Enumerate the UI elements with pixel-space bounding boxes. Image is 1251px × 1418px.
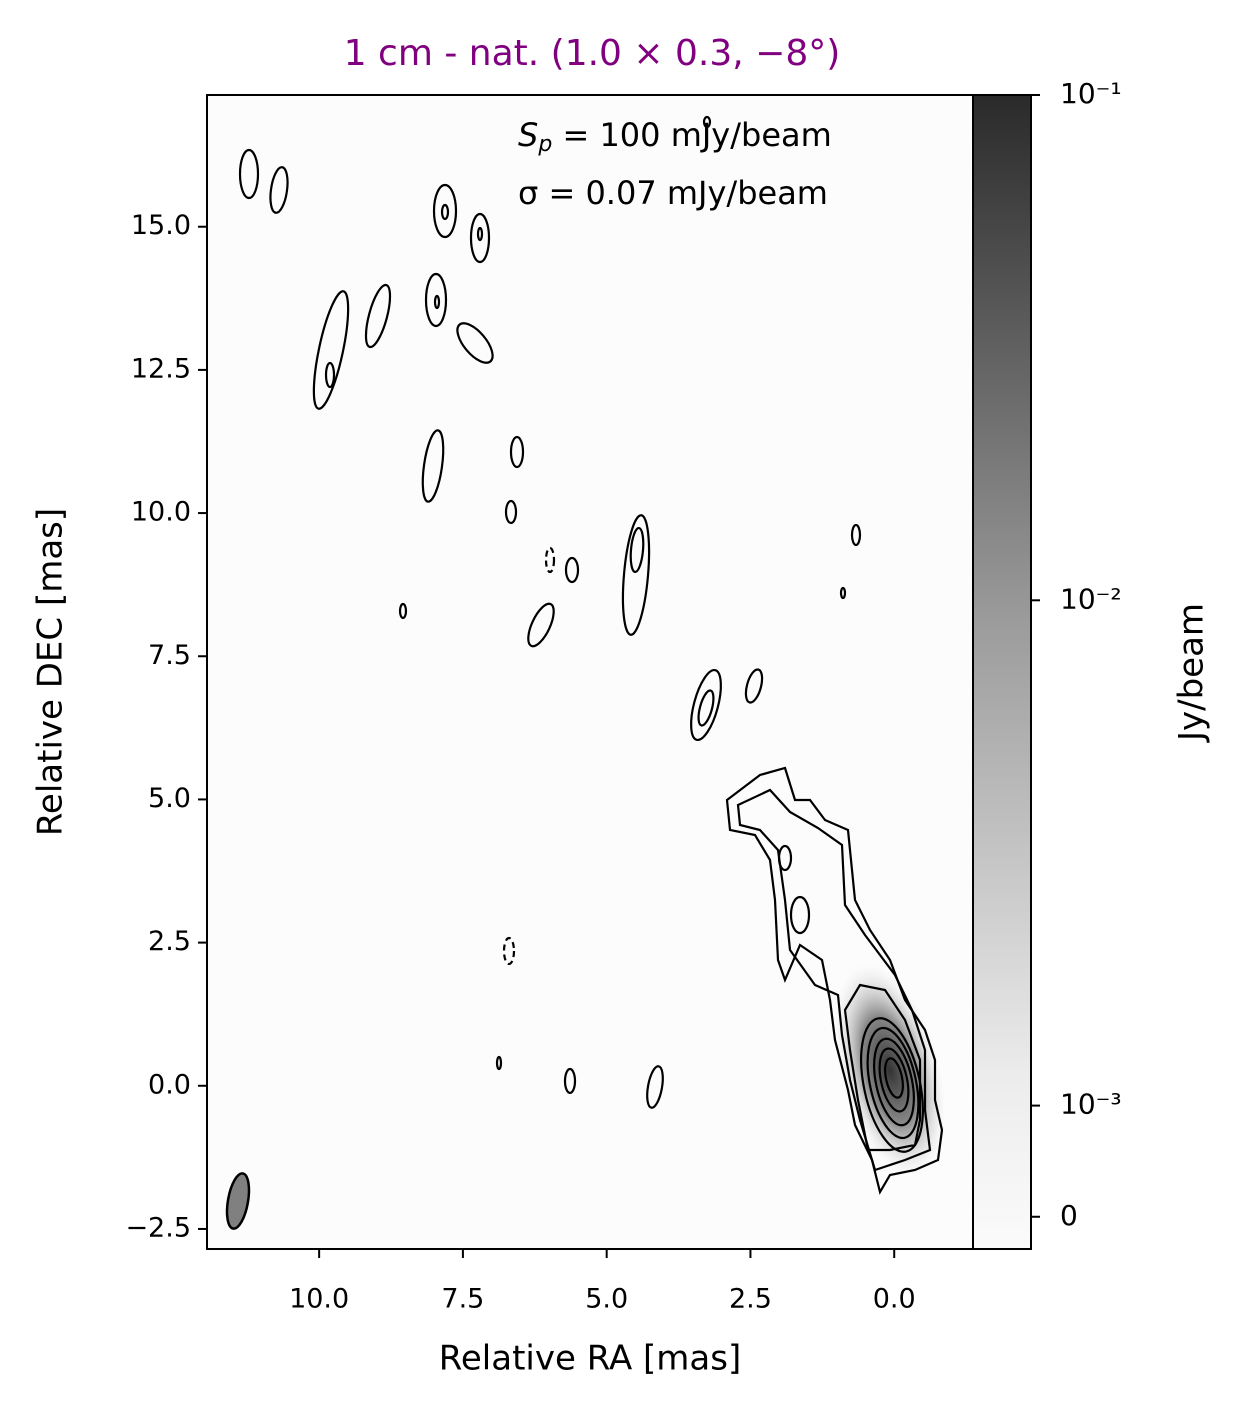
y-tick-label: 2.5 xyxy=(148,926,191,957)
y-tick-label: 5.0 xyxy=(148,783,191,814)
colorbar-tick-label: 10⁻³ xyxy=(1060,1088,1122,1121)
chart-title: 1 cm - nat. (1.0 × 0.3, −8°) xyxy=(344,33,841,74)
y-axis-label: Relative DEC [mas] xyxy=(31,508,71,836)
x-axis-label: Relative RA [mas] xyxy=(439,1339,741,1379)
colorbar-tick-label: 10⁻² xyxy=(1060,582,1122,615)
colorbar xyxy=(972,94,1032,1250)
annotation: Sp = 100 mJy/beam xyxy=(518,116,832,157)
y-tick-label: 0.0 xyxy=(148,1069,191,1100)
x-tick-label: 2.5 xyxy=(729,1284,772,1315)
colorbar-tick-label: 10⁻¹ xyxy=(1060,77,1122,110)
annotation: σ = 0.07 mJy/beam xyxy=(518,174,828,212)
x-tick-label: 7.5 xyxy=(441,1284,484,1315)
x-tick-label: 0.0 xyxy=(873,1284,916,1315)
annotation-text: = 100 mJy/beam xyxy=(552,116,832,154)
annotation-symbol: S xyxy=(518,116,538,154)
beam xyxy=(225,1172,251,1230)
y-tick-label: 15.0 xyxy=(131,210,191,241)
contours xyxy=(238,115,947,1195)
y-tick-label: 7.5 xyxy=(148,640,191,671)
x-tick-label: 5.0 xyxy=(585,1284,628,1315)
x-tick-label: 10.0 xyxy=(289,1284,349,1315)
y-tick-label: 12.5 xyxy=(131,353,191,384)
y-tick-label: 10.0 xyxy=(131,497,191,528)
y-tick-label: −2.5 xyxy=(125,1212,191,1243)
annotation-subscript: p xyxy=(537,132,552,157)
colorbar-tick-label: 0 xyxy=(1060,1199,1078,1232)
colorbar-label: Jy/beam xyxy=(1172,603,1212,743)
